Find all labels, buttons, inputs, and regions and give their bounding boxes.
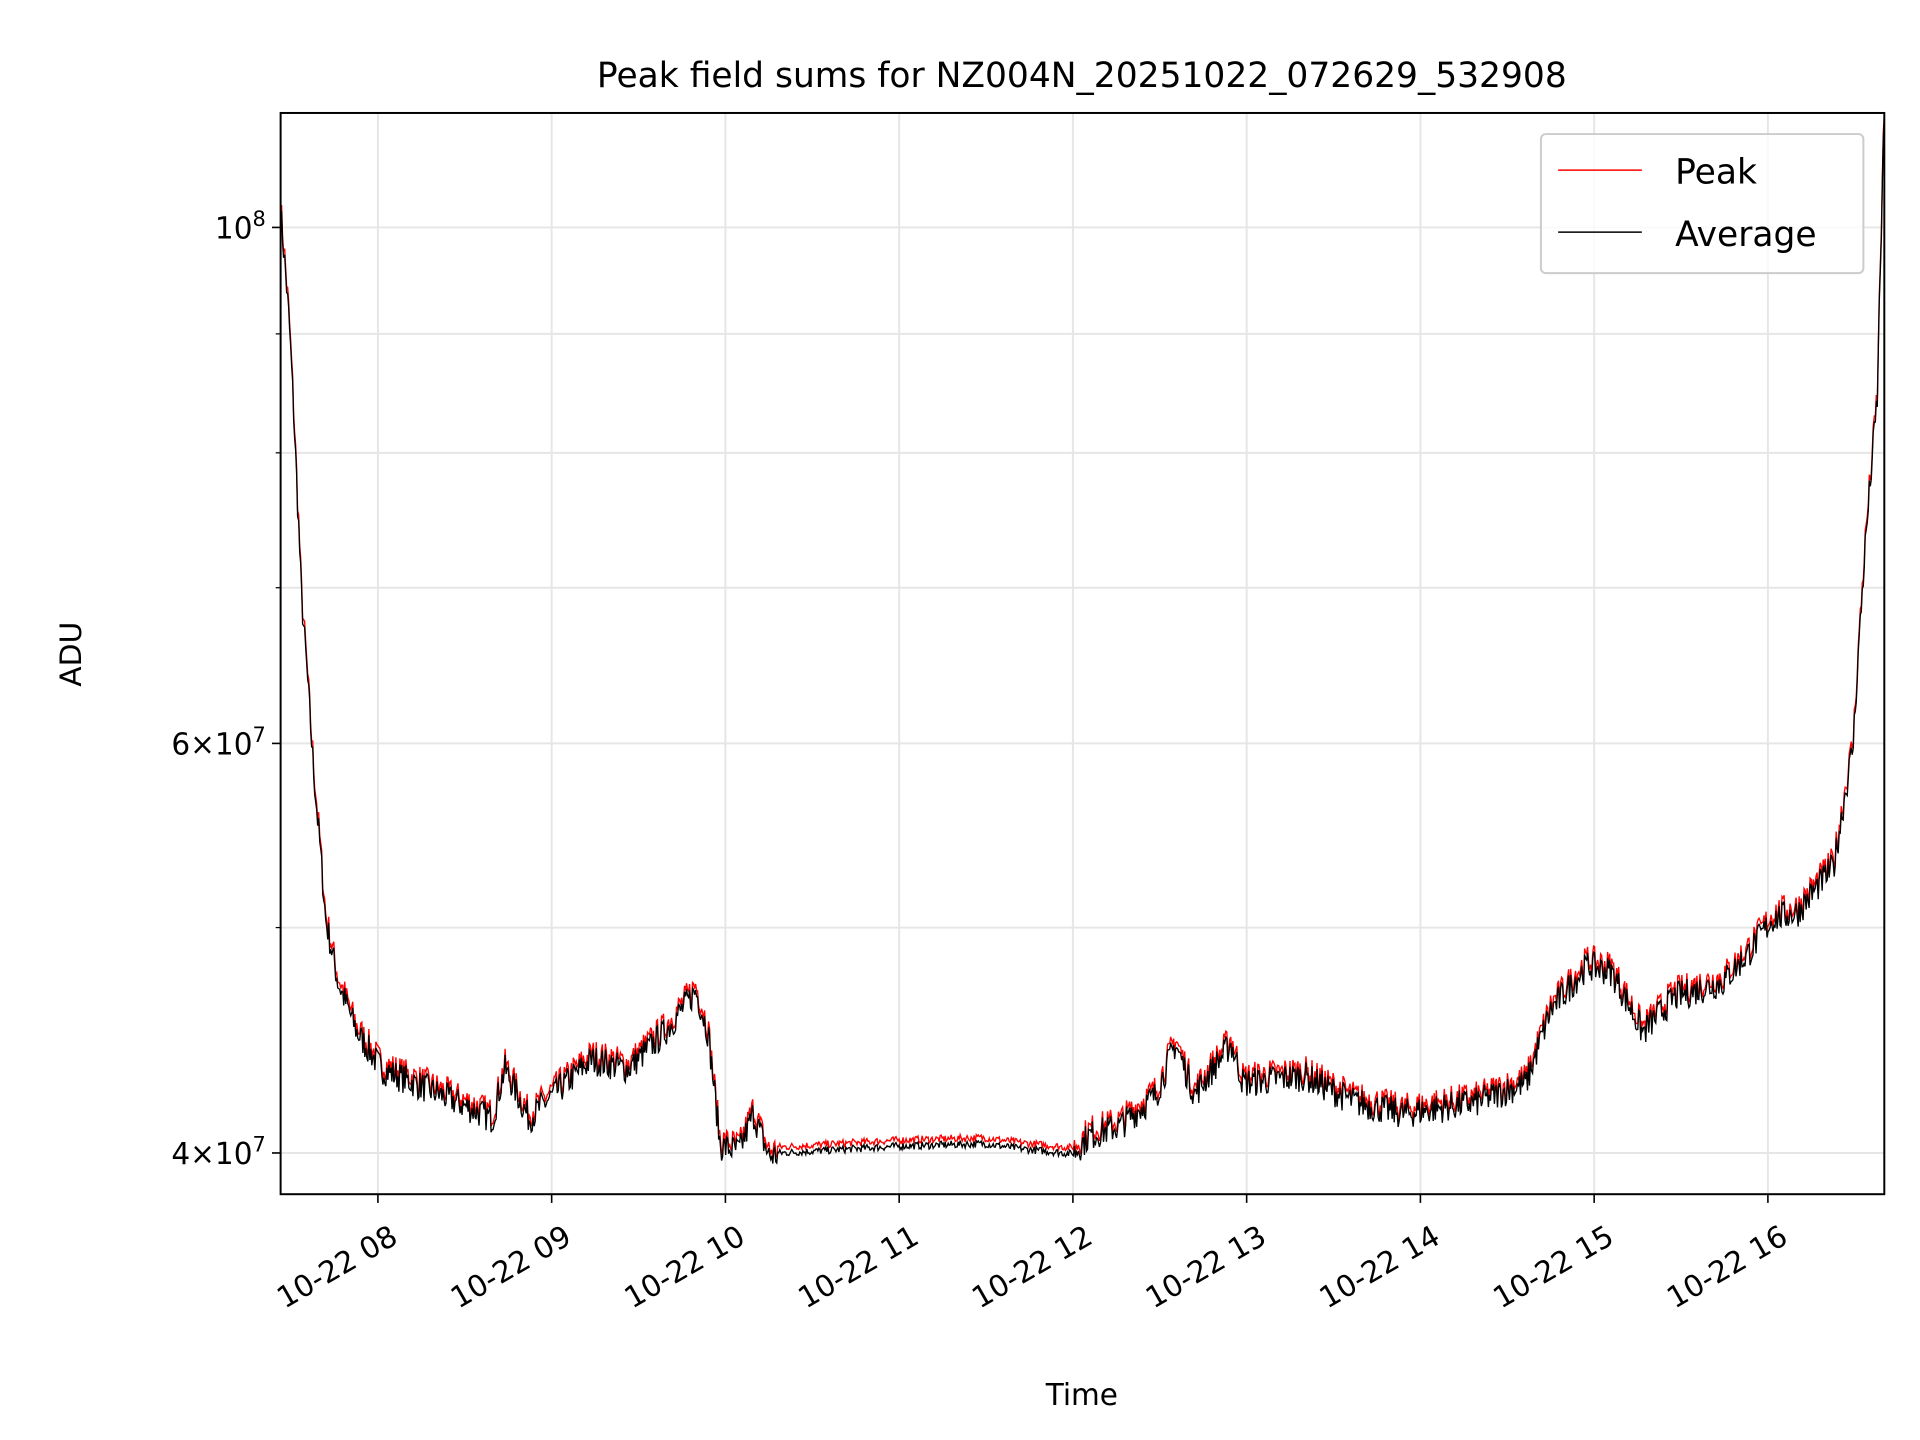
axes-frame <box>279 111 1886 1196</box>
grid <box>280 112 1885 1195</box>
x-tick-label: 10-22 10 <box>618 1218 750 1315</box>
x-tick-label: 10-22 09 <box>444 1218 576 1315</box>
chart-title: Peak field sums for NZ004N_20251022_0726… <box>597 56 1567 96</box>
series-line-average <box>280 119 1885 1165</box>
x-axis: 10-22 08 10-22 09 10-22 10 10-22 11 10-22 12… <box>271 1194 1793 1315</box>
series-line-peak <box>280 113 1885 1159</box>
legend-box <box>1539 133 1865 275</box>
x-tick-label: 10-22 14 <box>1313 1218 1445 1315</box>
y-axis-label: ADU <box>53 622 88 687</box>
x-tick-label: 10-22 16 <box>1661 1218 1793 1315</box>
plot-lines <box>280 113 1885 1165</box>
x-tick-label: 10-22 15 <box>1487 1218 1619 1315</box>
legend: Peak Average <box>1539 133 1865 275</box>
y-tick-label: 6×107 <box>171 722 265 762</box>
y-tick-label: 108 <box>215 206 266 246</box>
x-tick-label: 10-22 08 <box>271 1218 403 1315</box>
y-axis: 4×107 6×107 108 <box>171 206 281 1172</box>
legend-peak-label: Peak <box>1675 153 1757 193</box>
x-tick-label: 10-22 13 <box>1139 1218 1271 1315</box>
x-tick-label: 10-22 12 <box>966 1218 1098 1315</box>
x-tick-label: 10-22 11 <box>792 1218 924 1315</box>
y-tick-label: 4×107 <box>171 1132 265 1172</box>
x-axis-label: Time <box>1045 1377 1118 1412</box>
legend-average-label: Average <box>1675 215 1817 255</box>
